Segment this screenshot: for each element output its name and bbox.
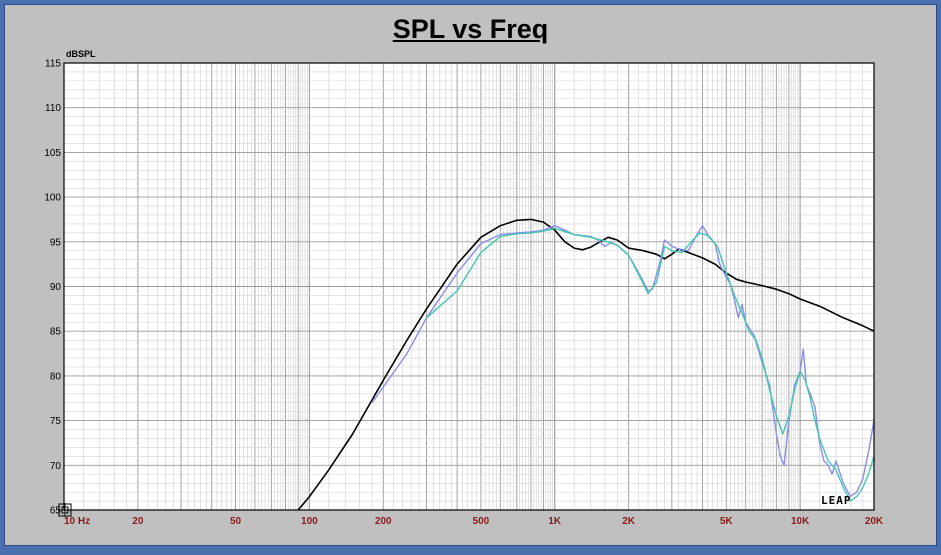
y-tick-label: 80 <box>50 371 62 382</box>
x-tick-label: 50 <box>230 516 242 527</box>
x-tick-label: 200 <box>375 516 392 527</box>
y-axis-unit-label: dBSPL <box>66 49 96 59</box>
y-tick-label: 110 <box>45 103 61 114</box>
y-tick-label: 105 <box>44 148 61 159</box>
crosshair-cursor-icon[interactable] <box>58 503 72 517</box>
y-tick-label: 100 <box>44 193 61 204</box>
x-tick-label: 5K <box>720 516 734 527</box>
x-tick-label: 20 <box>132 516 144 527</box>
x-tick-label: 500 <box>473 516 490 527</box>
y-tick-label: 95 <box>50 237 62 248</box>
x-tick-label: 1K <box>548 516 562 527</box>
series-group <box>297 218 874 510</box>
x-tick-label: 2K <box>622 516 636 527</box>
y-tick-label: 115 <box>45 59 61 70</box>
x-tick-label: 100 <box>301 516 318 527</box>
series-line-3 <box>426 227 874 502</box>
y-tick-label: 90 <box>50 282 62 293</box>
x-tick-label: 10K <box>791 516 810 527</box>
y-axis-ticks: 115 110 105 100 95 90 85 80 75 70 65 <box>44 59 61 517</box>
series-line-1 <box>297 218 874 510</box>
leap-logo: LEAP <box>821 494 852 507</box>
x-tick-label: 10 Hz <box>64 516 90 527</box>
y-tick-label: 75 <box>50 416 62 427</box>
y-tick-label: 85 <box>50 327 62 338</box>
x-tick-label: 20K <box>865 516 884 527</box>
y-tick-label: 65 <box>50 506 62 517</box>
plot-border <box>63 62 875 511</box>
y-tick-label: 70 <box>50 461 62 472</box>
chart-title: SPL vs Freq <box>392 14 549 44</box>
series-line-2 <box>371 225 874 498</box>
x-axis-ticks: 10 Hz 20 50 100 200 500 1K 2K 5K 10K 20K <box>64 516 884 527</box>
